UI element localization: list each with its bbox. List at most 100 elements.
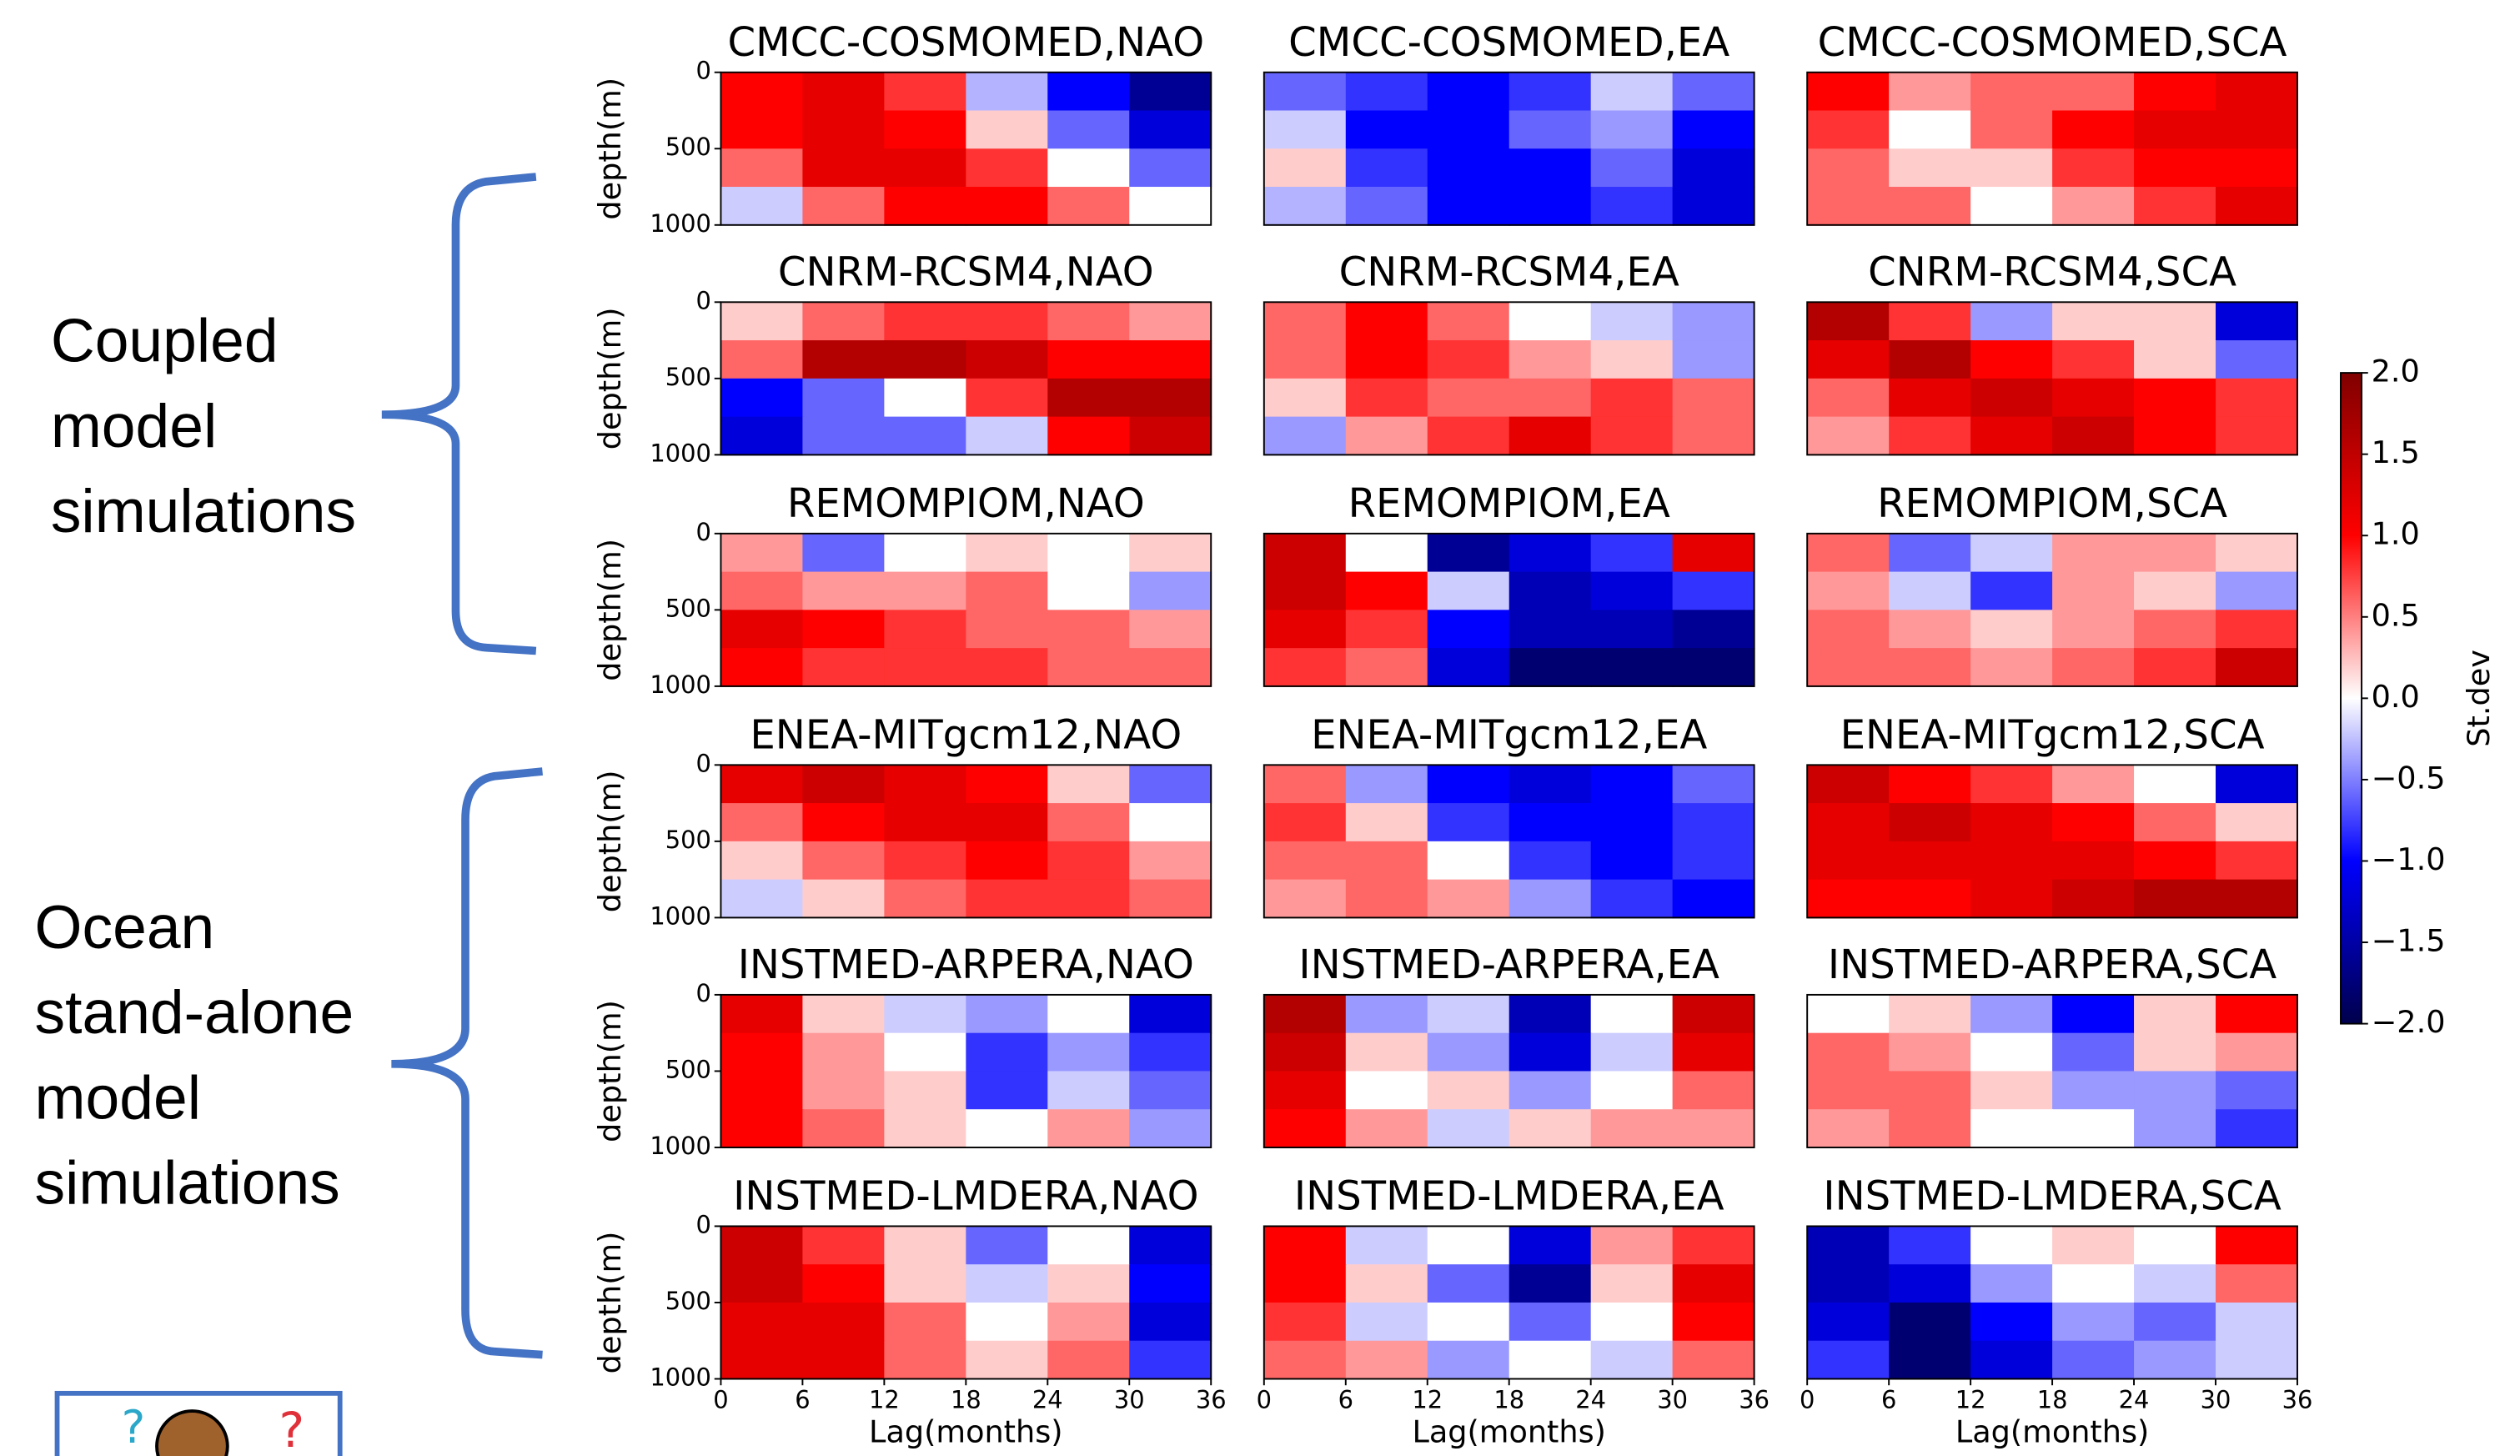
- heatmap-cell: [1807, 648, 1890, 687]
- heatmap-cell: [2216, 1032, 2298, 1072]
- heatmap-cell: [1508, 1032, 1592, 1072]
- heatmap-cell: [2134, 533, 2216, 573]
- brace: [381, 173, 537, 655]
- heatmap-cell: [2052, 803, 2136, 842]
- heatmap-cell: [1970, 72, 2054, 112]
- heatmap-cell: [1807, 1109, 1890, 1148]
- heatmap-cell: [1263, 610, 1347, 650]
- y-tick-label: 0: [695, 1210, 710, 1238]
- heatmap-cell: [1970, 841, 2054, 881]
- heatmap-cell: [1047, 1264, 1131, 1303]
- heatmap-cell: [1672, 1109, 1755, 1148]
- heatmap-cell: [802, 533, 886, 573]
- y-tick-label: 0: [695, 286, 710, 314]
- heatmap-cell: [802, 110, 886, 150]
- heatmap-cell: [1970, 110, 2054, 150]
- y-tick-label: 0: [695, 57, 710, 85]
- heatmap-cell: [1807, 1032, 1890, 1072]
- heatmap-cell: [2052, 533, 2136, 573]
- heatmap-cell: [1263, 1226, 1347, 1266]
- heatmap-cell: [884, 994, 967, 1034]
- heatmap-cell: [1047, 1226, 1131, 1266]
- heatmap-cell: [1590, 110, 1674, 150]
- colorbar-label: St.dev: [2461, 650, 2497, 747]
- heatmap-cell: [1263, 1109, 1347, 1148]
- heatmap-cell: [2052, 994, 2136, 1034]
- heatmap-cell: [1047, 302, 1131, 342]
- panel: INSTMED-ARPERA,SCA: [1806, 941, 2298, 1148]
- heatmap-cell: [1508, 1264, 1592, 1303]
- heatmap-cell: [2052, 378, 2136, 418]
- heatmap-cell: [1889, 571, 1972, 611]
- heatmap-cell: [884, 1264, 967, 1303]
- x-tick-label: 24: [1575, 1385, 1606, 1413]
- heatmap-cell: [1672, 571, 1755, 611]
- heatmap-cell: [1263, 533, 1347, 573]
- heatmap-cell: [2052, 1032, 2136, 1072]
- heatmap-cell: [1047, 765, 1131, 805]
- heatmap-cell: [1970, 1340, 2054, 1380]
- heatmap-cell: [1807, 610, 1890, 650]
- heatmap-cell: [1590, 1071, 1674, 1111]
- heatmap-cell: [720, 803, 804, 842]
- heatmap-cell: [2216, 378, 2298, 418]
- heatmap-cell: [1889, 72, 1972, 112]
- heatmap-cell: [2134, 994, 2216, 1034]
- heatmap-cell: [802, 1340, 886, 1380]
- heatmap-cell: [1508, 803, 1592, 842]
- heatmap-cell: [966, 879, 1049, 919]
- heatmap-cell: [966, 72, 1049, 112]
- annotation-text: Coupled: [51, 307, 279, 375]
- heatmap-cell: [1672, 340, 1755, 379]
- heatmap-cell: [1807, 1302, 1890, 1342]
- x-axis-label: Lag(months): [1955, 1414, 2150, 1450]
- heatmap-cell: [1970, 1302, 2054, 1342]
- heatmap-cell: [2134, 1302, 2216, 1342]
- heatmap-cell: [1427, 110, 1510, 150]
- heatmap-cell: [1129, 187, 1212, 226]
- panel-title: CNRM-RCSM4,NAO: [778, 249, 1154, 296]
- heatmap-cell: [1129, 148, 1212, 188]
- heatmap-cell: [1427, 416, 1510, 456]
- panel-title: INSTMED-LMDERA,EA: [1294, 1173, 1724, 1220]
- heatmap-cell: [1590, 1340, 1674, 1380]
- heatmap-cell: [802, 187, 886, 226]
- heatmap-cell: [1129, 803, 1212, 842]
- heatmap-cell: [1889, 148, 1972, 188]
- heatmap-cell: [1889, 841, 1972, 881]
- heatmap-cell: [1672, 879, 1755, 919]
- heatmap-cell: [1047, 148, 1131, 188]
- heatmap-cell: [1672, 1302, 1755, 1342]
- heatmap-cell: [2134, 187, 2216, 226]
- heatmap-cell: [1427, 1302, 1510, 1342]
- heatmap-cell: [1672, 533, 1755, 573]
- x-tick-label: 36: [1196, 1385, 1227, 1413]
- heatmap-cell: [1889, 1226, 1972, 1266]
- panel-frame: [1263, 764, 1755, 919]
- heatmap-cell: [1047, 841, 1131, 881]
- heatmap-cell: [1590, 1226, 1674, 1266]
- heatmap-cell: [2216, 187, 2298, 226]
- heatmap-cell: [802, 378, 886, 418]
- panel: INSTMED-ARPERA,EA: [1263, 941, 1755, 1148]
- y-axis-label: depth(m): [592, 539, 628, 681]
- heatmap-cell: [720, 1109, 804, 1148]
- heatmap-cell: [1427, 1340, 1510, 1380]
- heatmap-cell: [1590, 765, 1674, 805]
- heatmap-cell: [1345, 571, 1428, 611]
- heatmap-cell: [1807, 378, 1890, 418]
- annotation-text: model: [51, 392, 217, 460]
- heatmap-cell: [1263, 340, 1347, 379]
- heatmap-cell: [1508, 340, 1592, 379]
- heatmap-cell: [884, 765, 967, 805]
- heatmap-cell: [1345, 1302, 1428, 1342]
- panel: CNRM-RCSM4,SCA: [1806, 249, 2298, 456]
- heatmap-cell: [1263, 1264, 1347, 1303]
- y-tick-label: 1000: [650, 1132, 711, 1160]
- heatmap-cell: [1263, 416, 1347, 456]
- heatmap-cell: [1970, 378, 2054, 418]
- colorbar-tick-label: 0.0: [2372, 679, 2420, 715]
- heatmap-cell: [1590, 416, 1674, 456]
- heatmap-cell: [1427, 302, 1510, 342]
- heatmap-cell: [1263, 148, 1347, 188]
